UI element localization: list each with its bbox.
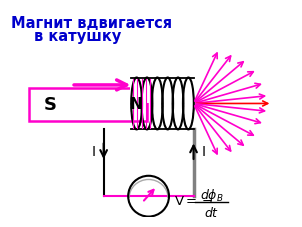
Bar xyxy=(182,77,194,104)
Text: I: I xyxy=(202,145,206,158)
Text: $dt$: $dt$ xyxy=(204,205,219,219)
Bar xyxy=(162,77,174,104)
Text: S: S xyxy=(43,96,56,114)
Bar xyxy=(130,77,143,104)
Text: в катушку: в катушку xyxy=(34,29,121,44)
Text: I: I xyxy=(91,145,95,158)
Text: N: N xyxy=(130,96,143,111)
Text: $\mathregular{V}$$\mathregular{ = -}$: $\mathregular{V}$$\mathregular{ = -}$ xyxy=(174,195,213,207)
FancyBboxPatch shape xyxy=(30,88,147,121)
Bar xyxy=(151,77,163,104)
Bar xyxy=(141,77,153,104)
Text: $d\phi_B$: $d\phi_B$ xyxy=(200,186,223,203)
Text: Магнит вдвигается: Магнит вдвигается xyxy=(11,16,172,31)
Bar xyxy=(172,77,184,104)
